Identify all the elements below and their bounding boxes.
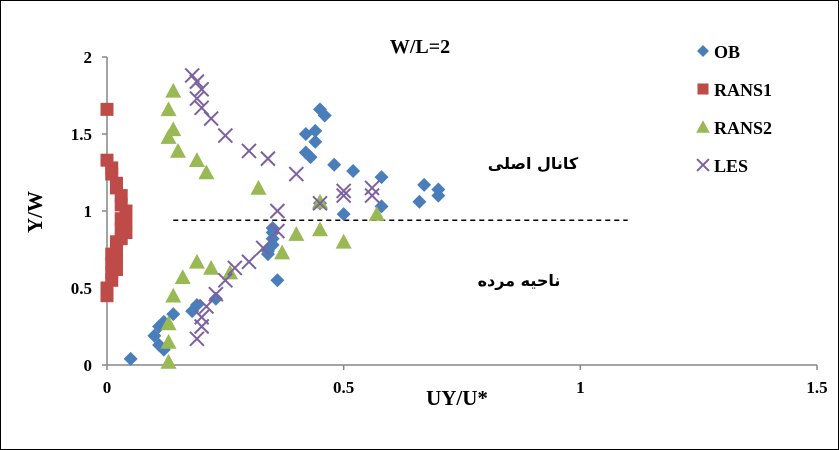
point-ob — [270, 273, 285, 288]
x-axis-title: UY/U* — [426, 386, 488, 410]
point-les — [255, 240, 271, 256]
legend-label-rans1: RANS1 — [714, 80, 772, 100]
series-rans1 — [100, 102, 133, 303]
point-les — [335, 183, 352, 199]
point-rans1 — [100, 289, 114, 303]
point-rans2 — [312, 193, 328, 209]
point-les — [364, 187, 380, 204]
point-rans2 — [160, 315, 177, 331]
point-rans2 — [174, 269, 191, 285]
x-tick-label: 0.5 — [333, 378, 354, 397]
point-ob — [336, 207, 351, 222]
point-les — [203, 110, 219, 127]
point-les — [184, 67, 200, 84]
point-rans1 — [105, 273, 119, 287]
point-rans2 — [203, 259, 220, 275]
point-les — [189, 73, 205, 90]
legend-label-les: LES — [714, 156, 748, 176]
series-les — [184, 67, 380, 347]
point-rans2 — [160, 101, 177, 117]
point-rans2 — [368, 206, 385, 221]
point-rans1 — [119, 226, 133, 240]
point-rans2 — [312, 221, 328, 237]
chart-title: W/L=2 — [390, 36, 450, 58]
point-rans2 — [160, 353, 177, 369]
point-rans2 — [288, 226, 305, 241]
point-les — [189, 90, 205, 107]
point-ob — [123, 351, 138, 366]
point-rans1 — [109, 263, 123, 277]
point-rans2 — [250, 179, 267, 195]
point-rans2 — [198, 164, 215, 180]
x-tick-label: 1 — [576, 378, 585, 397]
point-les — [198, 298, 215, 315]
point-ob — [412, 194, 427, 209]
point-rans1 — [119, 204, 133, 218]
x-tick-label: 1.5 — [806, 378, 827, 397]
legend-marker-rans1 — [697, 83, 709, 95]
legend-marker-ob — [697, 45, 709, 57]
point-ob — [208, 291, 223, 306]
y-tick-label: 1.5 — [71, 125, 92, 144]
point-les — [335, 187, 352, 204]
point-les — [241, 143, 257, 159]
legend-marker-les — [696, 158, 710, 172]
point-les — [193, 309, 210, 325]
point-rans2 — [335, 233, 352, 249]
point-ob — [346, 163, 361, 178]
point-rans2 — [274, 244, 291, 260]
point-les — [288, 166, 305, 182]
point-ob — [308, 123, 323, 138]
y-tick-label: 1 — [84, 202, 93, 221]
data-points — [100, 67, 446, 369]
point-les — [193, 81, 210, 98]
point-rans2 — [188, 253, 205, 269]
point-rans1 — [109, 250, 123, 264]
point-rans2 — [188, 152, 205, 167]
y-axis-title: Y/W — [23, 191, 47, 233]
point-les — [208, 286, 224, 302]
point-ob — [308, 134, 323, 149]
point-les — [189, 331, 205, 347]
point-ob — [327, 157, 342, 172]
point-ob — [431, 182, 446, 197]
point-ob — [317, 108, 332, 123]
point-les — [227, 260, 243, 276]
point-les — [312, 195, 328, 212]
point-les — [217, 272, 234, 289]
point-ob — [303, 150, 318, 165]
legend-label-ob: OB — [714, 42, 740, 62]
annotation-main-channel: کانال اصلی — [488, 154, 579, 173]
point-les — [260, 150, 276, 167]
point-rans2 — [165, 82, 182, 98]
annotation-dead-zone: ناحیه مرده — [478, 271, 561, 290]
point-rans2 — [165, 287, 182, 303]
legend: OB RANS1 RANS2 LES — [696, 42, 772, 176]
legend-marker-rans2 — [696, 120, 710, 133]
point-rans1 — [100, 102, 114, 116]
y-tick-label: 2 — [84, 48, 93, 67]
point-les — [269, 223, 286, 239]
point-ob — [166, 307, 181, 322]
point-les — [241, 254, 257, 270]
axes: 0 0.5 1 1.5 0 0.5 1 1.5 2 — [71, 48, 828, 397]
point-les — [364, 180, 380, 196]
point-les — [217, 127, 234, 144]
y-tick-label: 0.5 — [71, 279, 92, 298]
y-tick-label: 0 — [84, 356, 93, 375]
x-tick-label: 0 — [103, 378, 112, 397]
legend-label-rans2: RANS2 — [714, 118, 772, 138]
point-les — [269, 203, 286, 219]
point-rans2 — [160, 129, 177, 144]
point-rans2 — [160, 333, 177, 349]
point-ob — [417, 177, 432, 192]
point-rans2 — [165, 121, 182, 137]
series-rans2 — [160, 82, 385, 369]
point-rans2 — [170, 142, 186, 158]
